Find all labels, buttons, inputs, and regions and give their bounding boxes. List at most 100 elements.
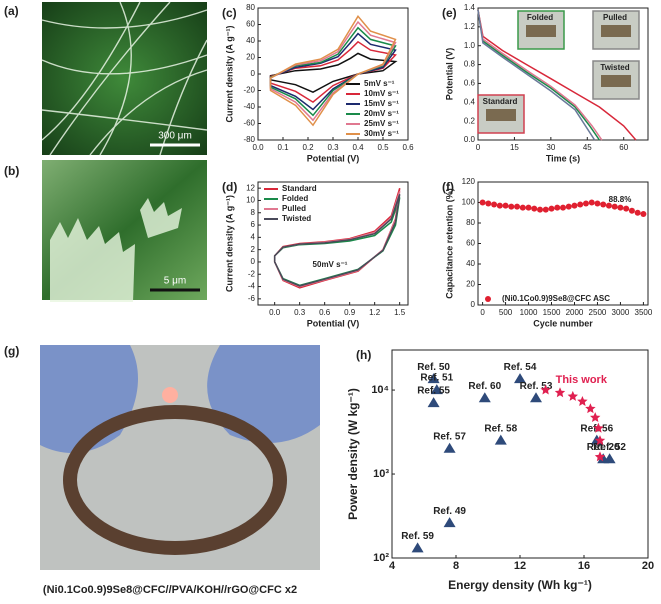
y-tick-label: -6 [248,294,256,303]
y-tick-label: 1.4 [464,3,476,12]
point-label: Ref. 57 [433,431,466,442]
series-line [477,9,603,141]
x-tick-label: 0.0 [252,143,264,152]
y-tick-label: 10⁴ [371,384,389,396]
inset-device [486,109,516,121]
point [525,204,532,211]
y-tick-label: 0.6 [464,79,476,88]
x-tick-label: 0.6 [402,143,414,152]
y-tick-label: 0.4 [464,97,476,106]
y-tick-label: -4 [248,282,256,291]
x-tick-label: 30 [546,143,555,152]
point [603,453,616,464]
annotation: Twisted [600,63,629,72]
y-axis-label: Current density (A g⁻¹) [224,195,234,292]
point-label: Ref. 53 [520,381,553,392]
point [411,542,424,553]
x-tick-label: 4 [389,560,396,572]
point [514,373,526,384]
panel-label: (e) [442,6,457,20]
y-tick-label: 60 [466,239,475,248]
point-label: Ref. 55 [417,386,450,397]
legend-label: 15mV s⁻¹ [364,99,399,108]
x-axis-label: Time (s) [546,153,580,163]
y-tick-label: 120 [462,177,476,186]
point [585,403,596,414]
point-label: Ref. 51 [420,373,453,384]
y-tick-label: -60 [243,119,255,128]
x-tick-label: 0.4 [352,143,364,152]
series-line [477,9,637,141]
led [162,387,178,403]
series-line [269,15,397,127]
legend-label: 30mV s⁻¹ [364,129,399,138]
inset-device [601,25,631,37]
y-tick-label: 6 [251,220,256,229]
point-label: Ref. 50 [417,362,450,373]
y-axis-label: Potential (V) [444,48,454,101]
point [582,200,589,207]
x-tick-label: 0.3 [294,308,306,317]
series-line [269,32,397,111]
x-tick-label: 0.0 [269,308,281,317]
point-label: Ref. 54 [504,362,537,373]
x-tick-label: 1.2 [369,308,381,317]
x-tick-label: 1500 [543,308,561,317]
point [588,199,595,206]
x-tick-label: 15 [510,143,519,152]
point [593,422,604,433]
point [640,210,647,217]
fibers [41,1,208,156]
annotation: 88.8% [609,195,632,204]
point [554,387,566,398]
panel-b: 5 μm (b) [4,160,207,302]
point [600,201,607,208]
point [430,384,443,395]
x-tick-label: 1000 [520,308,538,317]
y-axis-label: Current density (A g⁻¹) [224,26,234,123]
y-tick-label: 10² [373,552,389,564]
panel-a: 300 μm (a) [4,1,208,156]
panel-label: (g) [4,344,19,358]
point [496,202,503,209]
point [540,384,551,395]
point [514,203,521,210]
plot-frame [477,7,649,141]
y-tick-label: 4 [251,232,256,241]
scale-label: 5 μm [164,276,186,287]
point [485,200,492,207]
point [590,412,601,422]
y-tick-label: 1.0 [464,41,476,50]
point-label: Ref. 59 [401,531,434,542]
point [427,397,440,408]
y-tick-label: 10³ [373,468,389,480]
legend-swatch [485,296,491,302]
x-tick-label: 0.1 [277,143,289,152]
x-tick-label: 0.2 [302,143,314,152]
point-label: Ref. 49 [433,506,466,517]
y-tick-label: 80 [466,218,475,227]
y-tick-label: -40 [243,102,255,111]
y-tick-label: 12 [246,183,255,192]
x-axis-label: Potential (V) [307,153,360,163]
panel-label: (c) [222,6,237,20]
y-tick-label: 20 [246,53,255,62]
x-tick-label: 3000 [612,308,630,317]
x-axis-label: Energy density (Wh kg⁻¹) [448,578,592,592]
x-tick-label: 60 [619,143,628,152]
panel-label: (b) [4,164,19,178]
point [577,201,584,208]
y-tick-label: -20 [243,86,255,95]
x-tick-label: 0 [480,308,485,317]
x-tick-label: 3500 [635,308,653,317]
scale-label: 300 μm [158,131,192,142]
point [519,204,526,211]
y-tick-label: 1.2 [464,22,476,31]
x-tick-label: 0.5 [377,143,389,152]
point [617,204,624,211]
point [611,203,618,210]
point [537,206,544,213]
series-line [477,9,596,141]
x-axis-label: Cycle number [533,318,593,328]
